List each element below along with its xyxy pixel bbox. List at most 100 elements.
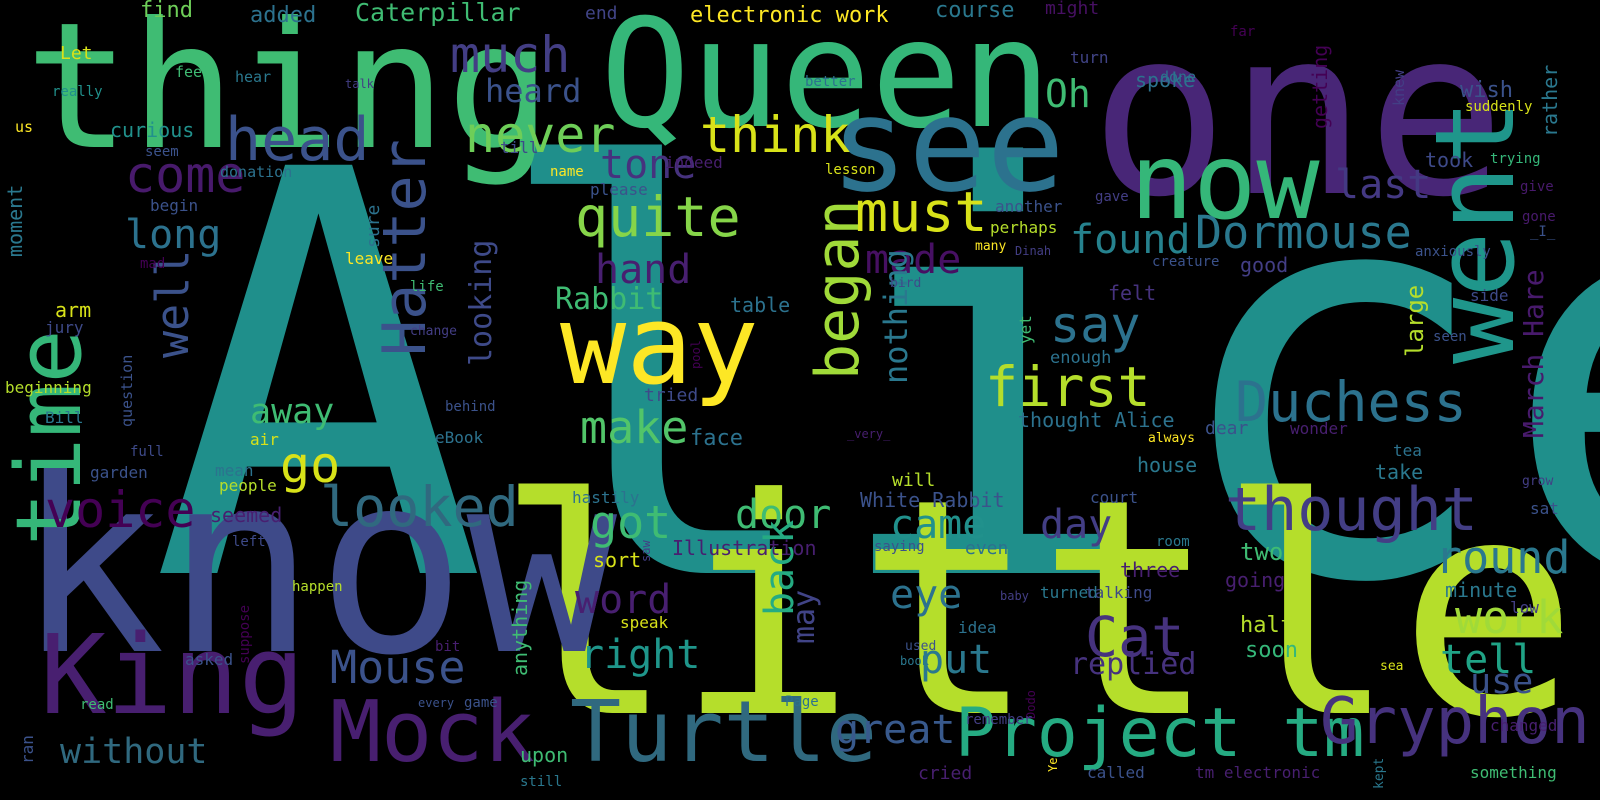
word-really: really bbox=[52, 84, 103, 100]
word-book: book bbox=[900, 654, 929, 668]
word-queen: Queen bbox=[600, 0, 1052, 162]
word-very: _very_ bbox=[847, 427, 891, 441]
word-bird: bird bbox=[890, 276, 922, 291]
word-behind: behind bbox=[445, 399, 496, 415]
word-march-hare: March Hare bbox=[1517, 269, 1550, 438]
word-perhaps: perhaps bbox=[990, 218, 1058, 237]
word-made: made bbox=[865, 237, 962, 283]
word-first: first bbox=[985, 355, 1151, 419]
word-illustration: Illustration bbox=[672, 536, 817, 560]
word-soon: soon bbox=[1245, 638, 1298, 663]
word-page: Page bbox=[785, 694, 819, 710]
word-took: took bbox=[1425, 148, 1474, 172]
word-room: room bbox=[1156, 534, 1190, 550]
word-king: King bbox=[40, 611, 305, 739]
word-one: one bbox=[1090, 0, 1506, 248]
word-lesson: lesson bbox=[825, 162, 876, 178]
word-came: came bbox=[890, 502, 987, 548]
word-work: work bbox=[1455, 591, 1564, 644]
word-feet: feet bbox=[175, 63, 212, 81]
word-tried: tried bbox=[644, 385, 699, 406]
word-thought: thought bbox=[1225, 475, 1478, 545]
word-tell: tell bbox=[1440, 637, 1537, 683]
word-door: door bbox=[735, 492, 832, 538]
word-right: right bbox=[580, 632, 701, 678]
word-eye: eye bbox=[890, 572, 963, 618]
word-creature: creature bbox=[1152, 254, 1220, 270]
word-found: found bbox=[1070, 217, 1191, 263]
word-take: take bbox=[1375, 460, 1424, 484]
word-i: _I_ bbox=[1530, 224, 1556, 240]
word-think: think bbox=[700, 106, 851, 164]
word-till: till bbox=[500, 138, 539, 157]
word-oh: Oh bbox=[1045, 72, 1091, 116]
word-face: face bbox=[690, 426, 743, 451]
word-looked: looked bbox=[320, 475, 519, 539]
word-every: every bbox=[418, 696, 455, 710]
word-bill: Bill bbox=[45, 408, 84, 427]
word-must: must bbox=[855, 180, 988, 244]
word-thought-alice: thought Alice bbox=[1018, 408, 1175, 432]
word-sure: sure bbox=[363, 204, 384, 249]
word-begin: begin bbox=[150, 196, 199, 215]
word-trying: trying bbox=[1490, 151, 1541, 167]
word-go: go bbox=[280, 436, 341, 494]
word-grow: grow bbox=[1522, 474, 1554, 489]
word-cried: cried bbox=[918, 763, 973, 784]
word-use: use bbox=[1470, 662, 1534, 702]
word-us: us bbox=[15, 118, 34, 136]
word-read: read bbox=[80, 697, 114, 713]
word-sea: sea bbox=[1380, 659, 1404, 674]
word-beginning: beginning bbox=[5, 378, 92, 397]
word-many: many bbox=[975, 239, 1007, 254]
word-see: see bbox=[830, 69, 1065, 221]
word-come: come bbox=[125, 146, 246, 204]
word-heard: heard bbox=[485, 72, 582, 110]
word-replied: replied bbox=[1070, 647, 1197, 682]
word-hastily: hastily bbox=[572, 488, 640, 507]
word-even: even bbox=[965, 538, 1009, 559]
word-alice: Alice bbox=[150, 54, 1600, 706]
word-turtle: Turtle bbox=[570, 683, 878, 782]
word-make: make bbox=[580, 401, 689, 454]
word-still: still bbox=[520, 774, 563, 790]
word-donation: donation bbox=[220, 163, 293, 181]
word-added: added bbox=[250, 3, 317, 28]
word-talking: talking bbox=[1085, 583, 1153, 602]
word-pool: pool bbox=[689, 339, 703, 369]
word-saw: saw bbox=[639, 539, 653, 562]
word-table: table bbox=[730, 293, 791, 317]
word-used: used bbox=[905, 639, 937, 654]
word-felt: felt bbox=[1108, 281, 1157, 305]
word-three: three bbox=[1120, 558, 1181, 582]
word-head: head bbox=[225, 105, 370, 175]
word-called: called bbox=[1087, 763, 1145, 782]
word-large: large bbox=[1401, 284, 1429, 357]
word-sat: sat bbox=[1530, 499, 1559, 518]
word-left: left bbox=[232, 534, 266, 550]
word-gone: gone bbox=[1522, 209, 1556, 225]
word-idea: idea bbox=[958, 618, 997, 637]
word-anything: anything bbox=[508, 579, 532, 676]
word-course: course bbox=[935, 0, 1015, 23]
word-far: far bbox=[1230, 24, 1256, 40]
word-change: change bbox=[410, 324, 457, 339]
word-seemed: seemed bbox=[210, 503, 283, 527]
word-gryphon: Gryphon bbox=[1320, 685, 1590, 759]
word-saying: saying bbox=[874, 539, 925, 555]
word-court: court bbox=[1090, 488, 1139, 507]
word-might: might bbox=[1045, 0, 1100, 19]
word-let: Let bbox=[60, 43, 93, 64]
word-give: give bbox=[1520, 179, 1554, 195]
word-project-tm: Project tm bbox=[955, 694, 1365, 773]
word-may: may bbox=[787, 589, 822, 644]
word-day: day bbox=[1040, 502, 1113, 548]
word-please: please bbox=[590, 180, 648, 199]
word-last: last bbox=[1335, 162, 1432, 208]
word-rather: rather bbox=[1538, 64, 1562, 137]
word-knew: knew bbox=[1390, 69, 1408, 106]
word-never: never bbox=[465, 106, 616, 164]
word-nothing: nothing bbox=[877, 249, 915, 385]
word-house: house bbox=[1137, 453, 1198, 477]
